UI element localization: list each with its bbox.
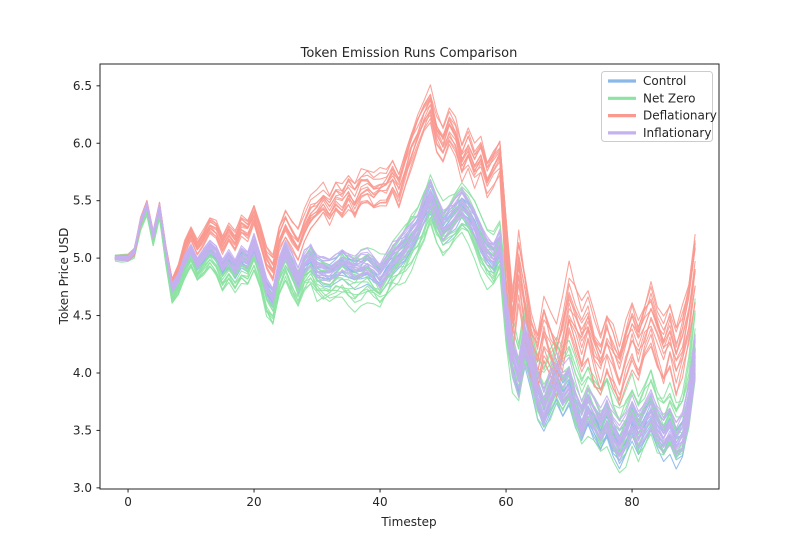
legend-item-control: Control <box>608 74 686 88</box>
y-tick-label: 4.0 <box>73 366 92 380</box>
y-tick-label: 6.5 <box>73 79 92 93</box>
y-tick-label: 4.5 <box>73 309 92 323</box>
run-line <box>114 181 696 427</box>
x-tick-label: 20 <box>246 495 261 509</box>
y-tick-label: 5.0 <box>73 251 92 265</box>
legend-item-net-zero: Net Zero <box>608 91 696 105</box>
legend-label: Control <box>643 74 686 88</box>
legend: Control Net Zero Deflationary Inflationary <box>601 71 717 142</box>
x-axis-ticks: 0 20 40 60 80 <box>124 489 640 509</box>
y-tick-label: 6.0 <box>73 136 92 150</box>
run-line <box>114 181 696 430</box>
x-tick-label: 60 <box>498 495 513 509</box>
run-line <box>114 184 696 432</box>
run-line <box>114 109 696 385</box>
x-tick-label: 40 <box>372 495 387 509</box>
legend-label: Net Zero <box>643 91 696 105</box>
run-line <box>114 191 696 443</box>
y-tick-label: 3.0 <box>73 481 92 495</box>
run-line <box>114 93 696 356</box>
legend-label: Deflationary <box>643 109 717 123</box>
x-tick-label: 80 <box>624 495 639 509</box>
series-inflationary <box>114 178 696 462</box>
legend-label: Inflationary <box>643 126 711 140</box>
y-tick-label: 3.5 <box>73 423 92 437</box>
run-line <box>114 114 696 400</box>
x-axis-label: Timestep <box>380 515 436 529</box>
run-line <box>114 190 696 440</box>
run-line <box>114 178 696 430</box>
legend-item-deflationary: Deflationary <box>608 109 717 123</box>
plot-lines <box>114 84 696 474</box>
run-line <box>114 122 696 402</box>
y-tick-label: 5.5 <box>73 194 92 208</box>
run-line <box>114 96 696 360</box>
plot-border <box>99 63 720 490</box>
series-deflationary <box>114 84 696 406</box>
y-axis-ticks: 3.0 3.5 4.0 4.5 5.0 5.5 6.0 6.5 <box>73 79 100 495</box>
run-line <box>114 84 696 348</box>
legend-item-inflationary: Inflationary <box>608 126 711 140</box>
x-tick-label: 0 <box>124 495 132 509</box>
run-line <box>114 196 696 434</box>
run-line <box>114 174 696 413</box>
chart-title: Token Emission Runs Comparison <box>300 46 518 61</box>
y-axis-label: Token Price USD <box>57 228 71 326</box>
legend-box <box>601 71 713 142</box>
